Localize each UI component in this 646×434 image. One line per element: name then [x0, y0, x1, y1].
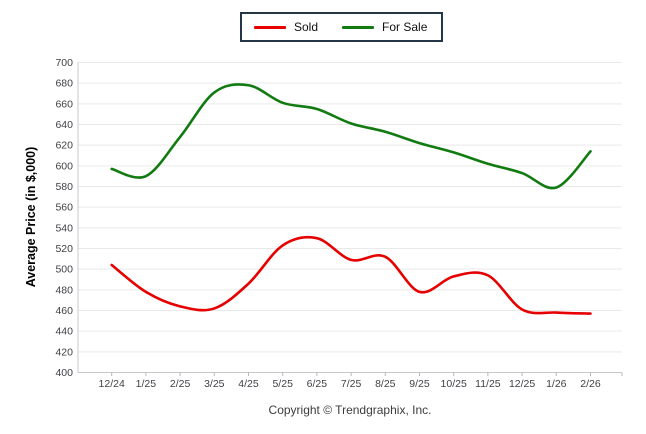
x-tick-label: 2/25	[170, 378, 191, 390]
x-tick-label: 4/25	[238, 378, 259, 390]
x-tick-label: 6/25	[307, 378, 328, 390]
x-tick-label: 1/25	[136, 378, 157, 390]
for-sale-line-swatch	[342, 25, 375, 29]
y-tick-label: 420	[55, 346, 73, 358]
legend-item-sold: Sold	[254, 21, 318, 33]
x-tick-label: 12/24	[99, 378, 125, 390]
y-tick-label: 480	[55, 284, 73, 296]
sold-line-swatch	[254, 25, 286, 29]
chart-legend: Sold For Sale	[240, 12, 444, 42]
x-tick-label: 9/25	[409, 378, 430, 390]
y-tick-label: 560	[55, 202, 73, 214]
x-tick-label: 3/25	[204, 378, 225, 390]
x-tick-label: 12/25	[509, 378, 535, 390]
y-tick-label: 620	[55, 140, 73, 152]
x-tick-label: 1/26	[546, 378, 567, 390]
y-tick-label: 600	[55, 160, 73, 172]
y-tick-label: 640	[55, 119, 73, 131]
copyright-text: Copyright © Trendgraphix, Inc.	[268, 403, 432, 417]
x-tick-label: 10/25	[441, 378, 467, 390]
y-axis-title: Average Price (in $,000)	[24, 146, 38, 288]
y-tick-label: 500	[55, 264, 73, 276]
for-sale-line	[110, 83, 592, 190]
y-tick-label: 520	[55, 243, 73, 255]
y-tick-label: 400	[55, 367, 73, 379]
sold-line	[110, 235, 592, 315]
y-tick-label: 440	[55, 326, 73, 338]
x-tick-label: 2/26	[580, 378, 601, 390]
x-tick-label: 11/25	[475, 378, 501, 390]
y-tick-label: 540	[55, 222, 73, 234]
y-tick-label: 700	[55, 57, 73, 69]
y-tick-label: 460	[55, 305, 73, 317]
legend-label-sold: Sold	[294, 20, 319, 34]
x-tick-label: 8/25	[375, 378, 396, 390]
x-tick-label: 5/25	[272, 378, 293, 390]
y-tick-label: 580	[55, 181, 73, 193]
y-tick-label: 660	[55, 98, 73, 110]
legend-item-for-sale: For Sale	[342, 21, 427, 33]
y-tick-label: 680	[55, 78, 73, 90]
x-tick-label: 7/25	[341, 378, 362, 390]
legend-label-for-sale: For Sale	[382, 20, 428, 34]
